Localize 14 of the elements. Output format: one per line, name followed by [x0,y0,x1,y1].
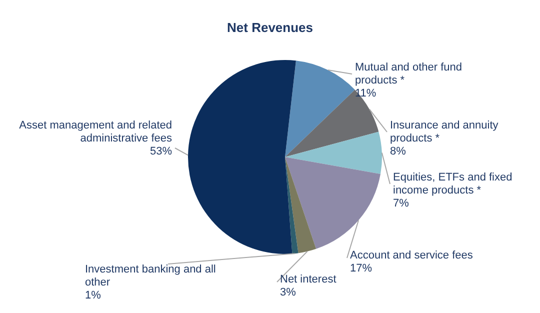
data-label: 3% [280,286,296,299]
slice-label: Equities, ETFs and fixed income products * [393,172,512,197]
chart-title: Net Revenues [227,20,313,36]
data-label: 8% [390,146,406,158]
slice-label: Insurance and annuity products * [390,120,499,145]
data-label: 17% [350,262,372,275]
data-label: 53% [150,146,172,158]
data-label: 7% [393,198,410,210]
slice-label: Net interest [280,274,336,286]
data-label: 1% [85,290,102,302]
slice-label: Asset management and related administrative fees [19,120,172,145]
slice-label: Mutual and other fund products * [355,62,462,87]
slice-label: Account and service fees [350,250,474,262]
slice-label: Investment banking and all other [85,264,216,289]
